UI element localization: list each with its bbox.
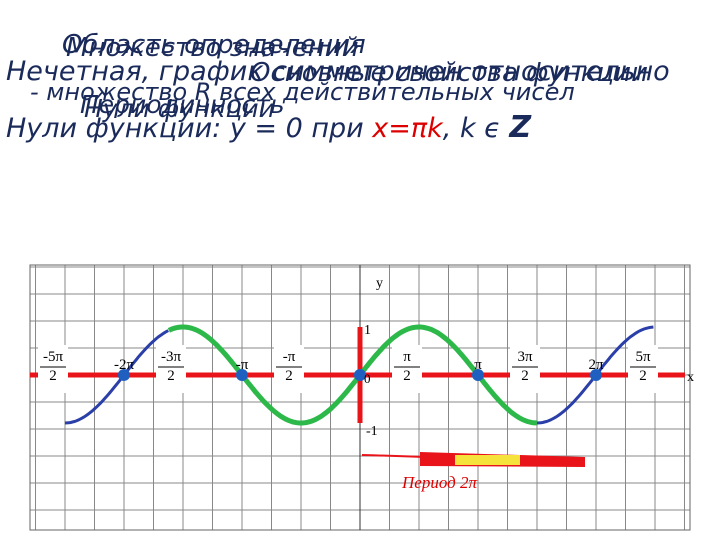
y-label: y	[376, 276, 383, 291]
tick-numerator: 3π	[517, 349, 533, 365]
period-label: Период 2π	[401, 473, 477, 492]
tick-bg	[156, 345, 186, 393]
minus-one-label: -1	[366, 424, 378, 439]
tick-bg	[274, 345, 304, 393]
tick-numerator: π	[403, 349, 411, 365]
zero-dot	[236, 369, 248, 381]
zero-dot	[118, 369, 130, 381]
tick-denominator: 2	[285, 368, 293, 384]
tick-bg	[510, 345, 540, 393]
odd-text: Нечетная, график симметричен относительн…	[6, 56, 670, 87]
period-layer: Периодичность	[80, 90, 285, 119]
period-layer: Нули функции	[84, 94, 275, 123]
zero-dot	[590, 369, 602, 381]
tick-label: π	[474, 357, 482, 373]
tick-numerator: -5π	[43, 349, 63, 365]
tick-bg	[38, 345, 68, 393]
zeros-text: Нули функции: y = 0 при x=πk, k ϵ Z	[6, 110, 531, 145]
zero-dot	[354, 369, 366, 381]
tick-denominator: 2	[639, 368, 647, 384]
tick-numerator: -π	[283, 349, 296, 365]
tick-denominator: 2	[167, 368, 175, 384]
tick-bg	[392, 345, 422, 393]
zeros-lead: Нули функции: y = 0 при	[6, 113, 373, 144]
tick-bg	[628, 345, 658, 393]
tick-label: -π	[236, 357, 249, 373]
zero-dot	[472, 369, 484, 381]
zeros-red: x=πk	[372, 113, 443, 144]
tick-denominator: 2	[521, 368, 529, 384]
tick-denominator: 2	[49, 368, 57, 384]
one-label: 1	[364, 323, 371, 338]
tick-label: -2π	[114, 357, 134, 373]
header-layer: Основные свойства функции	[250, 58, 648, 88]
tick-label: 2π	[588, 357, 604, 373]
tick-denominator: 2	[403, 368, 411, 384]
zeros-mid: , k ϵ	[442, 113, 510, 144]
header-layer: Множество значений	[66, 33, 359, 63]
origin-label: 0	[364, 371, 371, 386]
tick-numerator: -3π	[161, 349, 181, 365]
header-layer: Область определения	[62, 30, 366, 60]
tick-numerator: 5π	[635, 349, 651, 365]
domain-text: - множество R всех действительных чисел	[30, 78, 575, 106]
x-label: x	[687, 370, 694, 385]
zeros-set: Z	[509, 110, 532, 145]
period-highlight	[455, 455, 520, 465]
